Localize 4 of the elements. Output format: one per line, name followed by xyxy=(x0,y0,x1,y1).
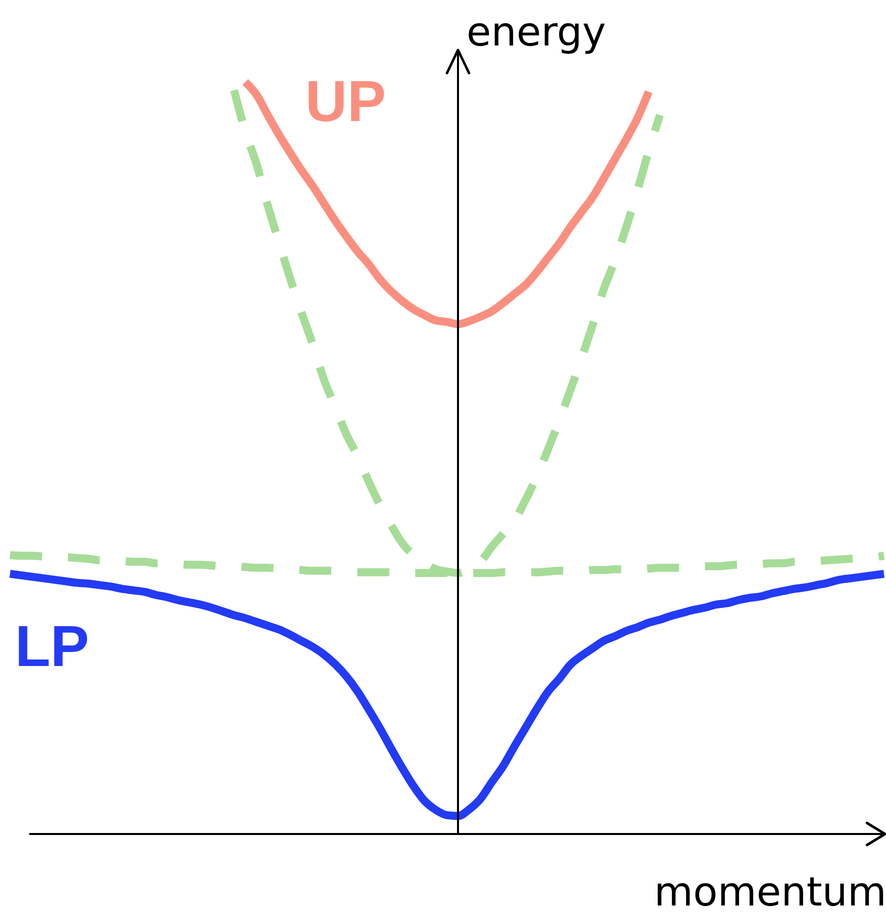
series-label: LP xyxy=(15,614,90,679)
x-axis-title: momentum xyxy=(654,870,886,912)
y-axis-title: energy xyxy=(466,10,606,56)
series-label: UP xyxy=(305,69,386,134)
